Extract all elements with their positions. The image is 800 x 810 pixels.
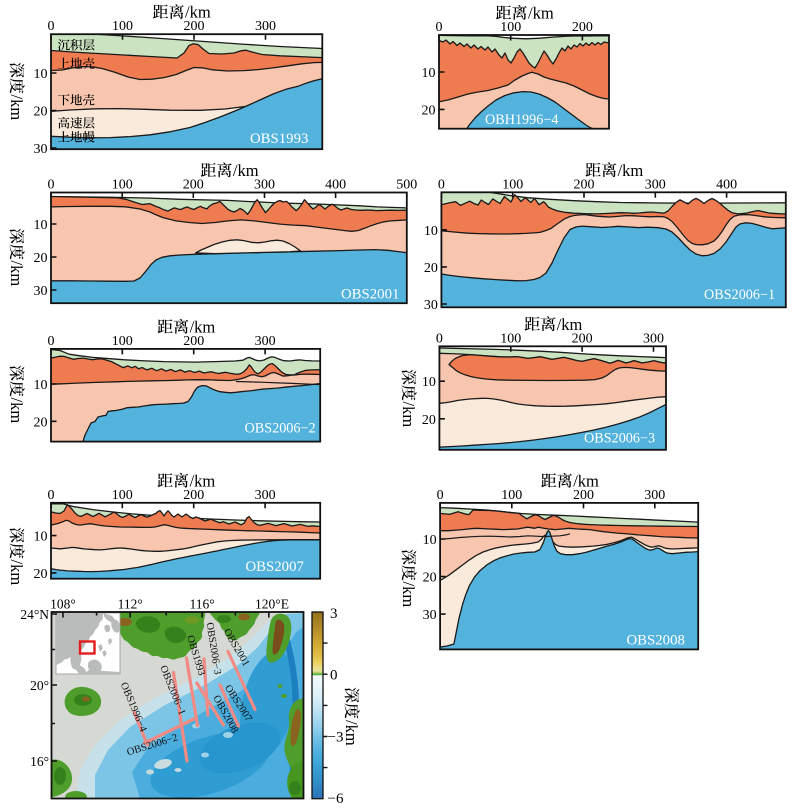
- svg-text:20: 20: [34, 567, 48, 582]
- svg-text:/km: /km: [185, 3, 211, 22]
- svg-text:30: 30: [34, 284, 48, 299]
- svg-text:/km: /km: [7, 95, 26, 121]
- svg-text:/km: /km: [190, 317, 216, 336]
- svg-text:10: 10: [422, 66, 436, 81]
- svg-text:/km: /km: [7, 560, 26, 586]
- svg-text:300: 300: [255, 334, 276, 349]
- svg-text:20: 20: [34, 105, 48, 120]
- svg-text:OBS1993: OBS1993: [250, 131, 308, 147]
- svg-text:/km: /km: [618, 161, 644, 180]
- svg-text:/km: /km: [233, 161, 259, 180]
- svg-text:300: 300: [255, 19, 276, 34]
- svg-text:0: 0: [48, 19, 55, 34]
- svg-text:OBS2007: OBS2007: [246, 559, 304, 575]
- svg-text:200: 200: [572, 331, 593, 346]
- svg-text:200: 200: [572, 20, 593, 35]
- svg-text:16°: 16°: [30, 754, 49, 769]
- svg-text:/km: /km: [399, 402, 418, 428]
- svg-text:300: 300: [254, 178, 275, 193]
- svg-text:200: 200: [183, 178, 204, 193]
- svg-text:120°E: 120°E: [255, 597, 289, 612]
- svg-text:OBS2006−1: OBS2006−1: [704, 287, 775, 303]
- svg-text:30: 30: [424, 298, 438, 313]
- svg-text:10: 10: [34, 67, 48, 82]
- svg-text:30: 30: [34, 142, 48, 157]
- svg-text:/km: /km: [7, 261, 26, 287]
- svg-text:100: 100: [502, 177, 523, 192]
- svg-text:10: 10: [34, 530, 48, 545]
- svg-text:100: 100: [112, 488, 133, 503]
- svg-text:OBH1996−4: OBH1996−4: [485, 112, 558, 128]
- svg-text:0: 0: [48, 178, 55, 193]
- svg-text:108°: 108°: [50, 597, 76, 612]
- svg-text:300: 300: [644, 488, 665, 503]
- svg-text:200: 200: [183, 488, 204, 503]
- svg-text:/km: /km: [557, 315, 583, 334]
- svg-text:/km: /km: [7, 398, 26, 424]
- svg-text:0: 0: [330, 668, 338, 684]
- svg-text:/km: /km: [342, 720, 361, 746]
- svg-text:300: 300: [645, 177, 666, 192]
- svg-text:10: 10: [423, 533, 437, 548]
- svg-text:0: 0: [438, 177, 445, 192]
- svg-text:0: 0: [48, 334, 55, 349]
- svg-text:OBS2001: OBS2001: [341, 287, 399, 303]
- svg-text:/km: /km: [528, 4, 554, 23]
- svg-text:10: 10: [424, 224, 438, 239]
- svg-text:100: 100: [112, 178, 133, 193]
- svg-text:0: 0: [436, 331, 443, 346]
- svg-text:500: 500: [396, 178, 417, 193]
- svg-text:20: 20: [422, 103, 436, 118]
- svg-text:20: 20: [423, 571, 437, 586]
- svg-text:24°N: 24°N: [20, 607, 49, 622]
- svg-text:30: 30: [423, 608, 437, 623]
- svg-text:300: 300: [255, 488, 276, 503]
- svg-text:0: 0: [48, 488, 55, 503]
- svg-text:20: 20: [34, 415, 48, 430]
- svg-text:OBS2006−3: OBS2006−3: [584, 431, 655, 447]
- svg-text:100: 100: [112, 334, 133, 349]
- svg-text:200: 200: [573, 488, 594, 503]
- svg-text:100: 100: [500, 20, 521, 35]
- svg-text:20: 20: [34, 251, 48, 266]
- svg-text:0: 0: [437, 488, 444, 503]
- svg-text:100: 100: [500, 331, 521, 346]
- svg-text:/km: /km: [190, 471, 216, 490]
- svg-text:300: 300: [643, 331, 664, 346]
- svg-text:20°: 20°: [30, 678, 49, 693]
- svg-text:10: 10: [422, 375, 436, 390]
- svg-text:112°: 112°: [118, 597, 143, 612]
- svg-text:100: 100: [112, 19, 133, 34]
- svg-text:20: 20: [422, 413, 436, 428]
- svg-text:100: 100: [501, 488, 522, 503]
- svg-text:200: 200: [183, 334, 204, 349]
- svg-text:3: 3: [330, 606, 338, 622]
- svg-text:−3: −3: [328, 730, 344, 746]
- svg-text:−6: −6: [328, 791, 344, 805]
- svg-text:0: 0: [436, 20, 443, 35]
- svg-text:116°: 116°: [190, 597, 215, 612]
- svg-text:OBS2006−2: OBS2006−2: [245, 421, 316, 437]
- svg-text:10: 10: [34, 218, 48, 233]
- svg-text:/km: /km: [573, 471, 599, 490]
- svg-text:OBS2008: OBS2008: [627, 633, 685, 649]
- svg-text:400: 400: [325, 178, 346, 193]
- svg-text:10: 10: [34, 378, 48, 393]
- svg-text:20: 20: [424, 261, 438, 276]
- svg-text:400: 400: [716, 177, 737, 192]
- svg-text:200: 200: [574, 177, 595, 192]
- svg-text:200: 200: [184, 19, 205, 34]
- svg-text:/km: /km: [399, 582, 418, 608]
